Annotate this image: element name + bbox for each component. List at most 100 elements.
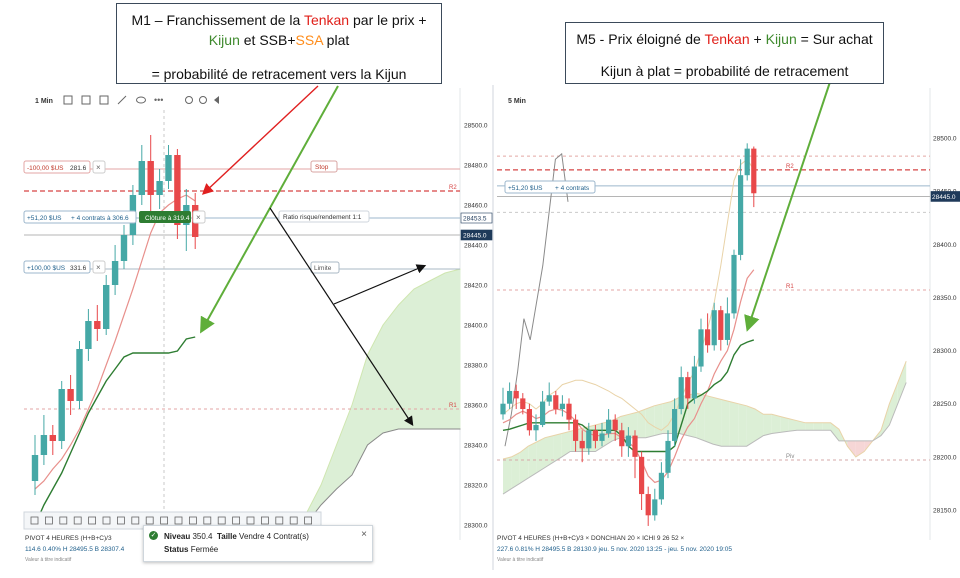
left-timeframe[interactable]: 1 Min	[35, 98, 53, 105]
chart-type-icon[interactable]	[63, 95, 73, 105]
right-candle	[612, 419, 618, 431]
order-entry-close[interactable]: ×	[196, 213, 201, 222]
right-candle	[738, 175, 744, 255]
zoom-in-icon[interactable]	[199, 96, 207, 104]
left-tick-label: 28460.0	[464, 203, 488, 210]
callout-left-text-1: M1 – Franchissement de la	[131, 12, 304, 28]
right-panel-bg	[493, 0, 960, 578]
right-cloud-segment	[528, 442, 537, 479]
left-candle	[120, 235, 128, 261]
left-toolbar: 1 Min •••	[35, 95, 219, 105]
drawing-tool-icon[interactable]	[232, 516, 241, 525]
left-candle	[103, 285, 110, 329]
zoom-out-icon[interactable]	[185, 96, 193, 104]
right-cloud-segment	[536, 437, 545, 473]
right-cloud-segment	[704, 395, 713, 445]
right-cloud-segment	[738, 403, 747, 447]
drawing-tool-icon[interactable]	[145, 516, 154, 525]
drawing-tool-icon[interactable]	[174, 516, 183, 525]
right-candle	[533, 424, 539, 431]
drawing-tool-icon[interactable]	[217, 516, 226, 525]
drawing-tool-icon[interactable]	[117, 516, 125, 525]
back-icon[interactable]	[214, 96, 219, 104]
left-disclaimer: Valeur à titre indicatif	[25, 557, 72, 563]
drawing-tool-icon[interactable]	[30, 516, 39, 525]
annotation-arrows	[200, 81, 831, 427]
order-limit-tag[interactable]: +100,00 $US 331.6 ×	[23, 260, 106, 274]
right-candle	[513, 390, 519, 399]
right-candle	[520, 398, 526, 410]
drawing-tool-icon[interactable]	[59, 516, 68, 525]
right-candle	[652, 499, 658, 516]
eye-icon[interactable]	[136, 96, 146, 104]
right-cloud-segment	[805, 422, 814, 431]
more-icon[interactable]: •••	[154, 95, 163, 105]
right-tick-label: 28400.0	[933, 242, 957, 249]
drawing-tool-icon[interactable]	[246, 516, 255, 525]
red-arrow	[201, 85, 319, 195]
right-price-axis: 28500.028450.028400.028350.028300.028250…	[930, 136, 960, 515]
drawing-tool-icon[interactable]	[260, 516, 269, 525]
right-pivot-label: Piv	[786, 454, 794, 460]
order-entry-extra: + 4 contrats à 306.6	[71, 215, 129, 222]
toast-taille-label: Taille	[216, 532, 237, 541]
order-stop-close[interactable]: ×	[96, 163, 101, 172]
right-candle	[705, 329, 711, 346]
right-candle	[606, 419, 612, 434]
tenkan-line	[34, 194, 196, 490]
black-arrow-up	[333, 264, 427, 305]
limit-label-box[interactable]: Limite	[310, 261, 340, 274]
stop-label-box[interactable]: Stop	[310, 160, 338, 173]
right-cloud-segment	[645, 405, 655, 438]
left-price-badge-label: 28445.0	[463, 233, 487, 240]
drawing-tool-icon[interactable]	[304, 516, 313, 525]
right-candle	[625, 435, 631, 447]
drawing-tool-icon[interactable]	[73, 516, 82, 525]
right-timeframe[interactable]: 5 Min	[508, 98, 526, 105]
right-candle	[500, 403, 506, 415]
drawing-tool-icon[interactable]	[88, 516, 96, 525]
callout-left-kijun: Kijun	[208, 32, 240, 48]
drawing-tool-icon[interactable]	[203, 516, 212, 525]
left-cloud-area	[290, 269, 461, 535]
right-cloud-segment	[813, 422, 823, 431]
drawing-tool-icon[interactable]	[131, 516, 140, 525]
limit-label: Limite	[314, 265, 332, 272]
right-candle	[672, 409, 678, 441]
drawing-tool-icon[interactable]	[188, 516, 197, 525]
risk-reward-box: Ratio risque/rendement 1:1	[278, 210, 370, 223]
left-cloud-ssb	[289, 428, 461, 536]
right-order-extra: + 4 contrats	[555, 185, 590, 192]
right-cloud-segment	[822, 422, 831, 431]
right-order-entry-tag[interactable]: +51,20 $US + 4 contrats	[504, 180, 596, 194]
drawing-tool-icon[interactable]	[45, 516, 53, 525]
callout-right-text-2: +	[749, 31, 766, 47]
order-stop-tag[interactable]: -100,00 $US 281.6 ×	[23, 160, 106, 174]
draw-icon[interactable]	[117, 95, 127, 105]
grid-icon[interactable]	[99, 95, 109, 105]
callout-left-text-2: par le prix +	[349, 12, 427, 28]
order-entry-tag[interactable]: +51,20 $US + 4 contrats à 306.6 Clôture …	[23, 210, 206, 224]
toast-close-button[interactable]: ×	[361, 529, 367, 540]
right-cloud-segment	[771, 414, 781, 434]
drawing-tool-icon[interactable]	[289, 516, 298, 525]
order-limit-close[interactable]: ×	[96, 263, 101, 272]
toast-status-label: Status	[164, 545, 189, 554]
left-candle	[85, 321, 92, 349]
left-tick-label: 28500.0	[464, 123, 488, 130]
close-position-button[interactable]	[139, 211, 191, 223]
right-candle	[526, 409, 532, 431]
drawing-tool-icon[interactable]	[275, 516, 284, 525]
right-candle	[632, 435, 638, 457]
drawing-tool-icon[interactable]	[102, 516, 111, 525]
left-candle	[40, 435, 48, 455]
drawing-tool-icon[interactable]	[160, 516, 169, 525]
right-tick-label: 28500.0	[933, 136, 957, 143]
right-cloud-segment	[511, 452, 520, 489]
right-candle	[566, 403, 572, 420]
bars-icon[interactable]	[81, 95, 91, 105]
left-candle	[174, 155, 181, 225]
toast-status-value: Fermée	[190, 545, 219, 554]
callout-right-text-1: M5 - Prix éloigné de	[576, 31, 705, 47]
